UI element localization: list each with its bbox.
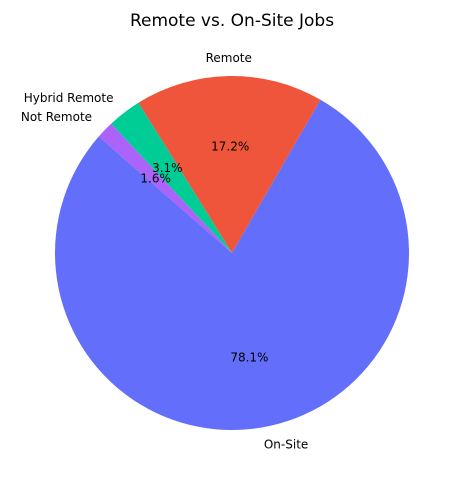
- slice-pct-remote: 17.2%: [211, 139, 249, 153]
- slice-label-remote: Remote: [206, 51, 252, 65]
- pie-slices: [55, 76, 410, 430]
- slice-pct-on-site: 78.1%: [230, 350, 268, 364]
- slice-label-not-remote: Not Remote: [21, 110, 92, 124]
- pie-slice-not-remote: [98, 123, 232, 253]
- pie-slice-hybrid-remote: [111, 102, 232, 253]
- chart-title: Remote vs. On-Site Jobs: [130, 11, 334, 31]
- slice-label-hybrid-remote: Hybrid Remote: [24, 91, 114, 105]
- pie-slice-remote: [138, 76, 321, 254]
- slice-label-on-site: On-Site: [264, 438, 308, 452]
- pie-slice-on-site: [55, 99, 410, 430]
- slice-pct-hybrid-remote: 3.1%: [152, 161, 183, 175]
- slice-pct-not-remote: 1.6%: [140, 172, 171, 186]
- pie-labels: Remote 17.2% Hybrid Remote 3.1% Not Remote 1.…: [21, 51, 308, 452]
